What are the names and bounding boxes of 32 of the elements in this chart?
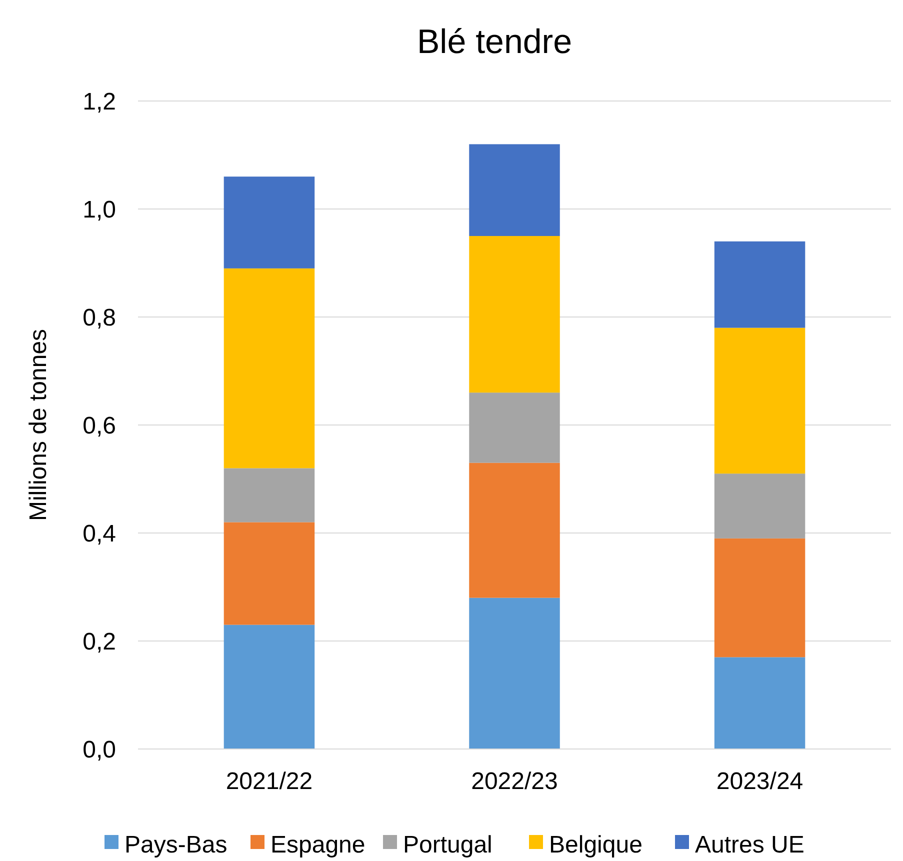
y-tick-label: 0,4 [82,520,116,548]
bar [714,474,806,538]
bar [224,176,315,268]
bar [469,392,560,463]
legend-label: Autres UE [695,831,804,858]
bar [714,328,806,474]
bar [469,236,560,393]
y-tick-label: 0,6 [82,412,116,440]
bar [224,624,315,749]
y-tick-label: 1,0 [82,196,116,224]
y-tick-label: 0,0 [82,736,116,764]
bar [469,144,560,236]
x-tick-label: 2021/22 [226,768,313,795]
y-tick-label: 1,2 [82,88,116,116]
bar [714,538,806,658]
bar [714,657,806,749]
legend-label: Espagne [270,831,366,858]
y-tick-label: 0,2 [82,628,116,656]
bar [224,468,315,522]
bar [469,598,560,749]
bar [469,462,560,598]
legend-label: Belgique [549,831,642,858]
x-tick-label: 2023/24 [716,768,804,795]
bar [224,268,315,468]
x-tick-label: 2022/23 [471,768,558,795]
y-axis-title: Millions de tonnes [25,328,52,522]
bar [224,522,315,625]
bar [714,241,806,328]
chart-title: Blé tendre [417,23,572,61]
legend-label: Pays-Bas [124,831,228,858]
y-tick-label: 0,8 [82,304,116,332]
legend-label: Portugal [403,831,492,858]
